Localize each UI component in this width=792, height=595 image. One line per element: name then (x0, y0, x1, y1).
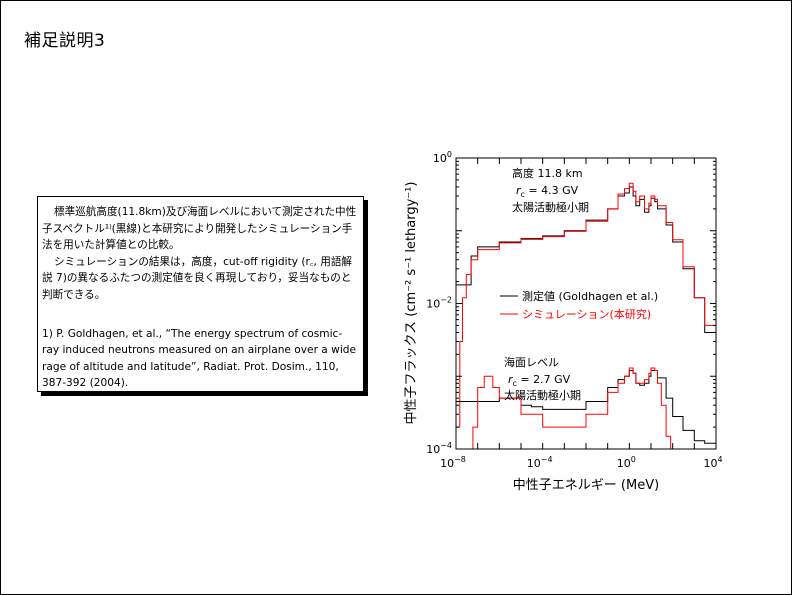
series-line-1 (456, 182, 717, 428)
annotation-high-rc: rc = 4.3 GV (516, 184, 579, 199)
note-paragraph-2: シミュレーションの結果は，高度，cut-off rigidity (r꜀, 用語… (42, 255, 353, 301)
x-tick-label: 100 (617, 455, 636, 470)
series-line-3 (456, 367, 672, 450)
legend-label-simulation: シミュレーション(本研究) (522, 307, 651, 321)
annotation-sea-rc: rc = 2.7 GV (508, 373, 571, 388)
legend-label-measured: 測定値 (Goldhagen et al.) (522, 289, 658, 303)
series-layer (456, 182, 717, 450)
slide-title: 補足説明3 (24, 31, 106, 51)
annotation-sea-line3: 太陽活動極小期 (504, 388, 581, 402)
y-axis-label: 中性子フラックス (cm⁻² s⁻¹ lethargy⁻¹) (404, 182, 419, 425)
tick-layer (455, 157, 717, 450)
x-tick-label: 10−4 (527, 455, 553, 470)
annotation-high-line1: 高度 11.8 km (512, 166, 583, 180)
legend: 測定値 (Goldhagen et al.) シミュレーション(本研究) (500, 289, 658, 321)
note-box: 標準巡航高度(11.8km)及び海面レベルにおいて測定された中性子スペクトル¹⁾… (37, 196, 364, 392)
annotation-high-line3: 太陽活動極小期 (512, 200, 589, 214)
annotation-high-altitude: 高度 11.8 km rc = 4.3 GV 太陽活動極小期 (512, 166, 589, 214)
y-tick-label: 100 (433, 150, 452, 165)
note-paragraph-1: 標準巡航高度(11.8km)及び海面レベルにおいて測定された中性子スペクトル¹⁾… (42, 206, 357, 252)
x-tick-label: 104 (703, 455, 722, 470)
y-tick-label: 10−2 (426, 296, 452, 311)
reference-text: 1) P. Goldhagen, et al., “The energy spe… (42, 327, 356, 390)
x-axis-label: 中性子エネルギー (MeV) (513, 478, 659, 493)
series-line-2 (456, 370, 717, 446)
annotation-sea-level: 海面レベル rc = 2.7 GV 太陽活動極小期 (504, 355, 581, 402)
annotation-sea-line1: 海面レベル (504, 355, 559, 369)
y-tick-label: 10−4 (426, 441, 452, 456)
x-tick-label: 10−8 (440, 455, 466, 470)
